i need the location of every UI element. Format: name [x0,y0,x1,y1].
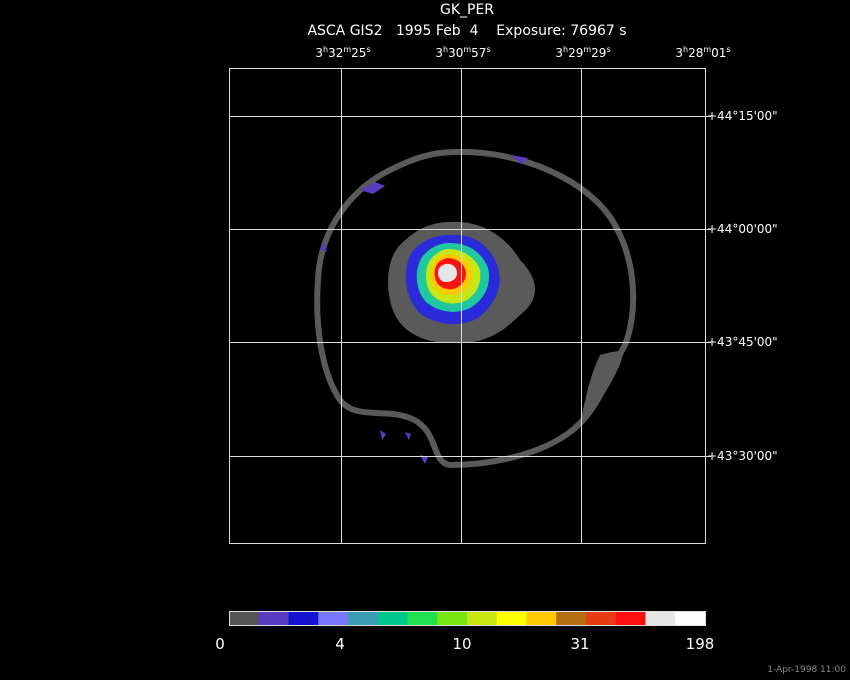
ra-value: 29 [591,46,606,60]
ra-value: 30 [448,46,463,60]
colorbar-swatch [258,611,289,625]
colorbar-swatch [586,611,617,625]
coordinate-grid [229,68,706,544]
colorbar-swatch [467,611,498,625]
ra-value: 3 [315,46,323,60]
ra-unit: s [366,45,370,54]
colorbar-swatch [675,611,706,625]
ra-unit: h [563,45,568,54]
timestamp: 1-Apr-1998 11:00 [767,665,846,675]
ra-value: 32 [328,46,343,60]
sky-image [314,148,637,469]
ra-unit: m [703,45,711,54]
colorbar-frame [229,611,706,626]
colorbar-swatch [496,611,527,625]
colorbar-swatch [615,611,646,625]
colorbar-swatch [526,611,557,625]
ra-value: 3 [435,46,443,60]
dec-label: +44°15'00" [707,109,778,123]
dec-label: +44°00'00" [707,222,778,236]
colorbar-swatch [407,611,438,625]
colorbar-label: 0 [215,635,225,653]
ra-value: 28 [688,46,703,60]
ra-value: 57 [471,46,486,60]
colorbar-swatch [437,611,468,625]
ra-label: 3h28m01s [675,45,730,60]
colorbar-swatch [318,611,349,625]
ra-value: 3 [555,46,563,60]
ra-label: 3h29m29s [555,45,610,60]
ra-unit: h [683,45,688,54]
colorbar-swatch [288,611,319,625]
colorbar-label: 4 [335,635,345,653]
colorbar-swatch [645,611,676,625]
ra-unit: s [486,45,490,54]
dec-label: +43°45'00" [707,335,778,349]
observation-info: ASCA GIS2 1995 Feb 4 Exposure: 76967 s [307,23,626,39]
colorbar-swatch [556,611,587,625]
colorbar-swatch [377,611,408,625]
colorbar-label: 198 [686,635,715,653]
colorbar-label: 31 [570,635,589,653]
colorbar-label: 10 [452,635,471,653]
ra-unit: h [443,45,448,54]
ra-unit: m [583,45,591,54]
object-name: GK_PER [440,2,494,18]
ra-value: 25 [351,46,366,60]
ra-label: 3h32m25s [315,45,370,60]
colorbar-swatch [348,611,379,625]
ra-value: 01 [711,46,726,60]
colorbar-swatch [229,611,260,625]
dec-label: +43°30'00" [707,449,778,463]
ra-unit: s [726,45,730,54]
ra-label: 3h30m57s [435,45,490,60]
ra-value: 3 [675,46,683,60]
ra-unit: m [343,45,351,54]
ra-value: 29 [568,46,583,60]
ra-unit: h [323,45,328,54]
ra-unit: s [606,45,610,54]
ra-unit: m [463,45,471,54]
